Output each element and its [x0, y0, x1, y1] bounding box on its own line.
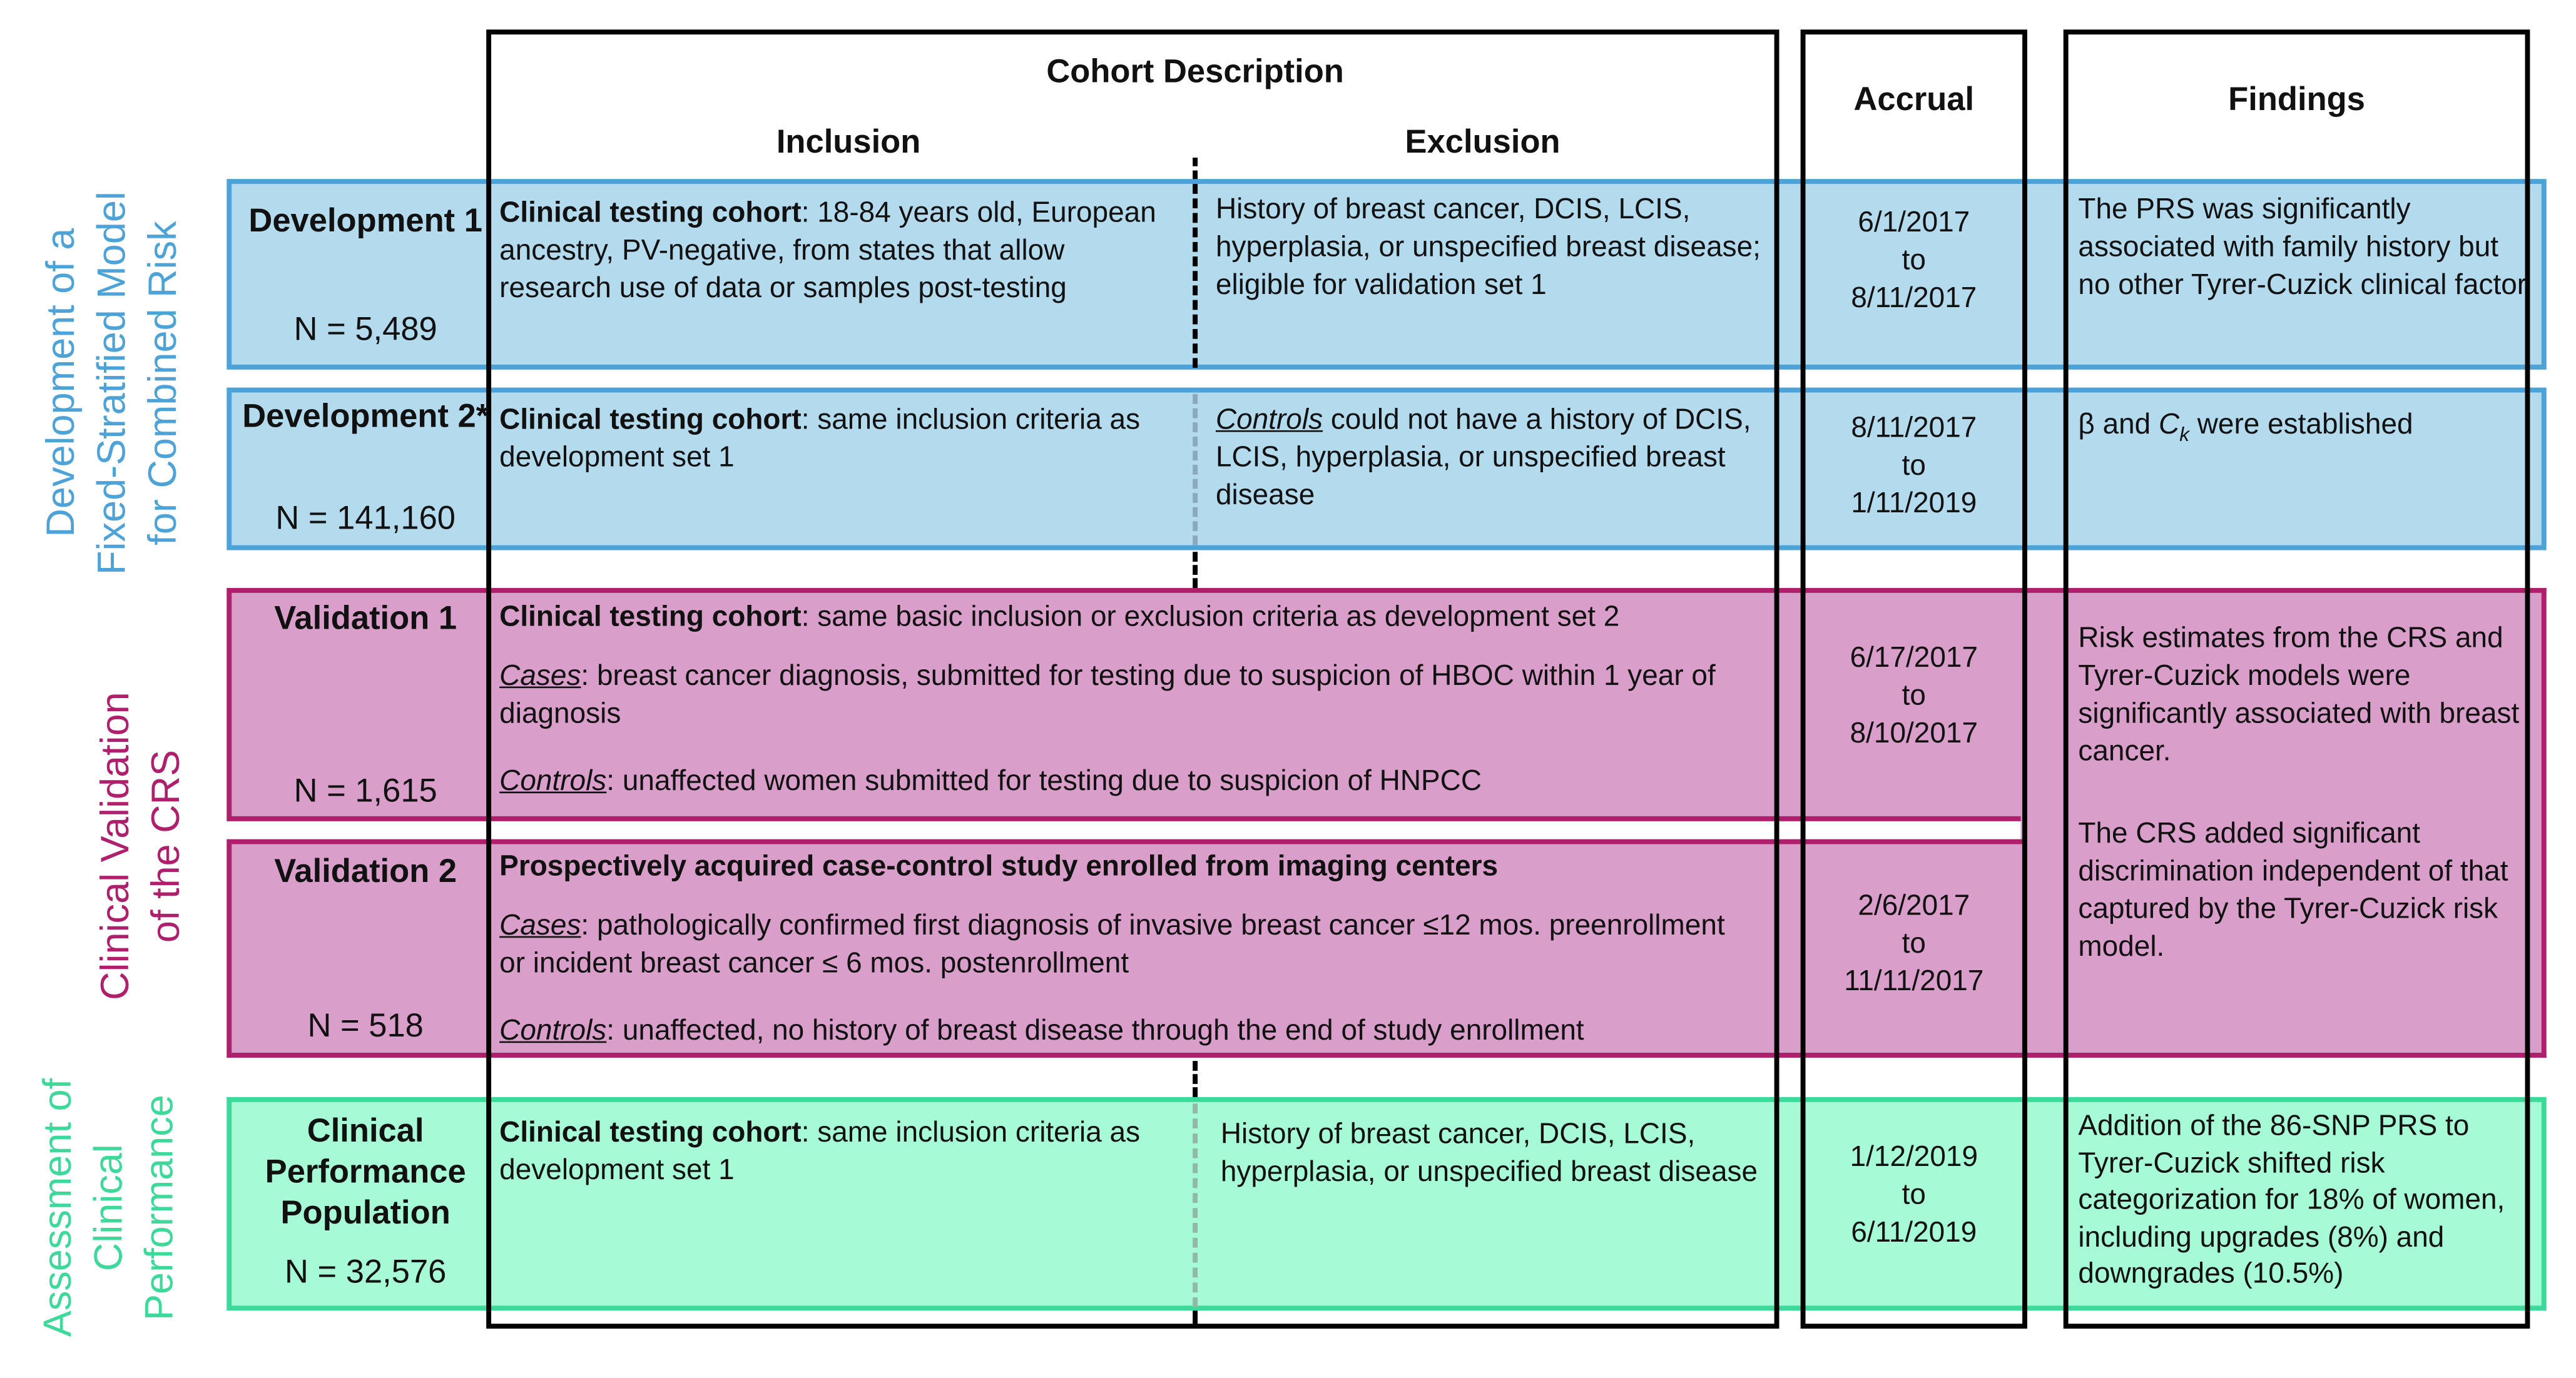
divider-dashed	[1193, 1310, 1198, 1327]
band-validation-findings	[2020, 587, 2547, 1058]
c-symbol: C	[2159, 407, 2180, 440]
inclusion-text: : same inclusion criteria as development…	[499, 402, 1141, 474]
cohort-name-development-2: Development 2*	[242, 399, 489, 435]
divider-dashed	[1193, 1061, 1198, 1097]
accrual-validation-1: 6/17/2017 to 8/10/2017	[1806, 639, 2023, 752]
findings-development-1: The PRS was significantly associated wit…	[2078, 192, 2527, 301]
findings-development-2: β and Ck were established	[2078, 406, 2530, 454]
side-label-assessment: Assessment of Clinical Performance	[36, 1078, 183, 1337]
controls-label: Controls	[499, 1013, 607, 1046]
cohort-n-development-1: N = 5,489	[293, 312, 437, 348]
accrual-to: to	[1901, 1177, 1926, 1211]
inclusion-clinical-performance: Clinical testing cohort: same inclusion …	[499, 1113, 1156, 1189]
accrual-clinical-performance: 1/12/2019 to 6/11/2019	[1806, 1138, 2023, 1252]
findings-text: were established	[2189, 407, 2413, 440]
band-validation-1	[227, 587, 2027, 821]
accrual-end: 1/11/2019	[1851, 486, 1977, 519]
divider-dashed	[1193, 394, 1198, 545]
accrual-start: 6/1/2017	[1858, 205, 1970, 238]
cohort-description-column	[486, 29, 1779, 1329]
findings-validation-2: The CRS added significant discrimination…	[2078, 816, 2508, 963]
accrual-to: to	[1901, 243, 1926, 276]
cohort-validation-1: Clinical testing cohort: same basic incl…	[499, 598, 1797, 636]
accrual-validation-2: 2/6/2017 to 11/11/2017	[1806, 887, 2023, 1000]
exclusion-development-1: History of breast cancer, DCIS, LCIS, hy…	[1215, 192, 1761, 301]
cases-label: Cases	[499, 658, 581, 692]
cases-label: Cases	[499, 908, 581, 941]
band-validation-2	[227, 839, 2027, 1058]
cohort-validation-2: Prospectively acquired case-control stud…	[499, 848, 1797, 885]
cohort-n-clinical-performance: N = 32,576	[284, 1254, 447, 1291]
header-accrual: Accrual	[1853, 82, 1975, 119]
accrual-development-2: 8/11/2017 to 1/11/2019	[1806, 409, 2023, 522]
inclusion-text: : same inclusion criteria as development…	[499, 1115, 1141, 1186]
findings-column	[2063, 29, 2530, 1329]
inclusion-text: : 18-84 years old, European ancestry, PV…	[499, 195, 1156, 304]
cohort-name-validation-1: Validation 1	[274, 600, 457, 637]
band-development-1	[227, 179, 2547, 370]
cohort-bold: Prospectively acquired case-control stud…	[499, 849, 1499, 882]
inclusion-development-1: Clinical testing cohort: 18-84 years old…	[499, 194, 1181, 307]
accrual-column	[1800, 29, 2027, 1329]
cohort-n-development-2: N = 141,160	[275, 500, 456, 537]
accrual-start: 6/17/2017	[1850, 640, 1978, 674]
band-clinical-performance	[227, 1097, 2547, 1311]
exclusion-text: could not have a history of DCIS, LCIS, …	[1215, 402, 1751, 511]
accrual-start: 8/11/2017	[1851, 410, 1977, 443]
side-label-development: Development of a Fixed-Stratified Model …	[39, 191, 186, 575]
accrual-end: 8/10/2017	[1850, 716, 1978, 749]
header-exclusion: Exclusion	[1405, 124, 1560, 161]
inclusion-development-2: Clinical testing cohort: same inclusion …	[499, 401, 1156, 477]
controls-label: Controls	[1215, 402, 1323, 435]
controls-text: : unaffected, no history of breast disea…	[606, 1013, 1584, 1046]
controls-label: Controls	[499, 763, 607, 797]
header-findings: Findings	[2228, 82, 2365, 119]
divider-dashed	[1193, 552, 1198, 588]
cohort-n-validation-1: N = 1,615	[293, 773, 437, 810]
accrual-start: 1/12/2019	[1850, 1140, 1978, 1173]
accrual-end: 8/11/2017	[1851, 280, 1977, 314]
accrual-to: to	[1901, 448, 1926, 482]
cases-validation-1: Cases: breast cancer diagnosis, submitte…	[499, 657, 1797, 732]
findings-clinical-performance: Addition of the 86-SNP PRS to Tyrer-Cuzi…	[2078, 1108, 2505, 1290]
band-development-2	[227, 387, 2547, 550]
beta-text: β and	[2078, 407, 2159, 440]
header-inclusion: Inclusion	[776, 124, 921, 161]
accrual-to: to	[1901, 926, 1926, 960]
divider-dashed	[1193, 184, 1198, 368]
cohort-bold: Clinical testing cohort	[499, 599, 802, 632]
cohort-n-validation-2: N = 518	[307, 1008, 424, 1045]
exclusion-clinical-performance: History of breast cancer, DCIS, LCIS, hy…	[1220, 1117, 1758, 1188]
exclusion-development-2: Controls could not have a history of DCI…	[1216, 401, 1766, 514]
controls-text: : unaffected women submitted for testing…	[606, 763, 1482, 797]
accrual-end: 6/11/2019	[1851, 1215, 1977, 1249]
divider-dashed	[1193, 158, 1198, 180]
side-label-validation: Clinical Validation of the CRS	[93, 691, 189, 1000]
inclusion-bold: Clinical testing cohort	[499, 402, 802, 435]
controls-validation-1: Controls: unaffected women submitted for…	[499, 762, 1797, 799]
cohort-name-development-1: Development 1	[248, 203, 482, 240]
findings-validation-1: Risk estimates from the CRS and Tyrer-Cu…	[2078, 621, 2520, 768]
accrual-end: 11/11/2017	[1844, 964, 1984, 997]
cases-validation-2: Cases: pathologically confirmed first di…	[499, 906, 1748, 982]
cohort-text: : same basic inclusion or exclusion crit…	[801, 599, 1620, 632]
divider-dashed	[1193, 1103, 1198, 1307]
accrual-development-1: 6/1/2017 to 8/11/2017	[1806, 204, 2023, 317]
header-cohort-description: Cohort Description	[1046, 54, 1344, 91]
cases-text: : breast cancer diagnosis, submitted for…	[499, 658, 1716, 729]
cohort-name-clinical-performance: Clinical Performance Population	[265, 1113, 466, 1232]
accrual-to: to	[1901, 678, 1926, 711]
accrual-start: 2/6/2017	[1858, 888, 1970, 921]
cohort-name-validation-2: Validation 2	[274, 854, 457, 891]
inclusion-bold: Clinical testing cohort	[499, 195, 802, 228]
cases-text: : pathologically confirmed first diagnos…	[499, 908, 1725, 979]
inclusion-bold: Clinical testing cohort	[499, 1115, 802, 1148]
controls-validation-2: Controls: unaffected, no history of brea…	[499, 1011, 1797, 1049]
k-subscript: k	[2179, 423, 2189, 446]
